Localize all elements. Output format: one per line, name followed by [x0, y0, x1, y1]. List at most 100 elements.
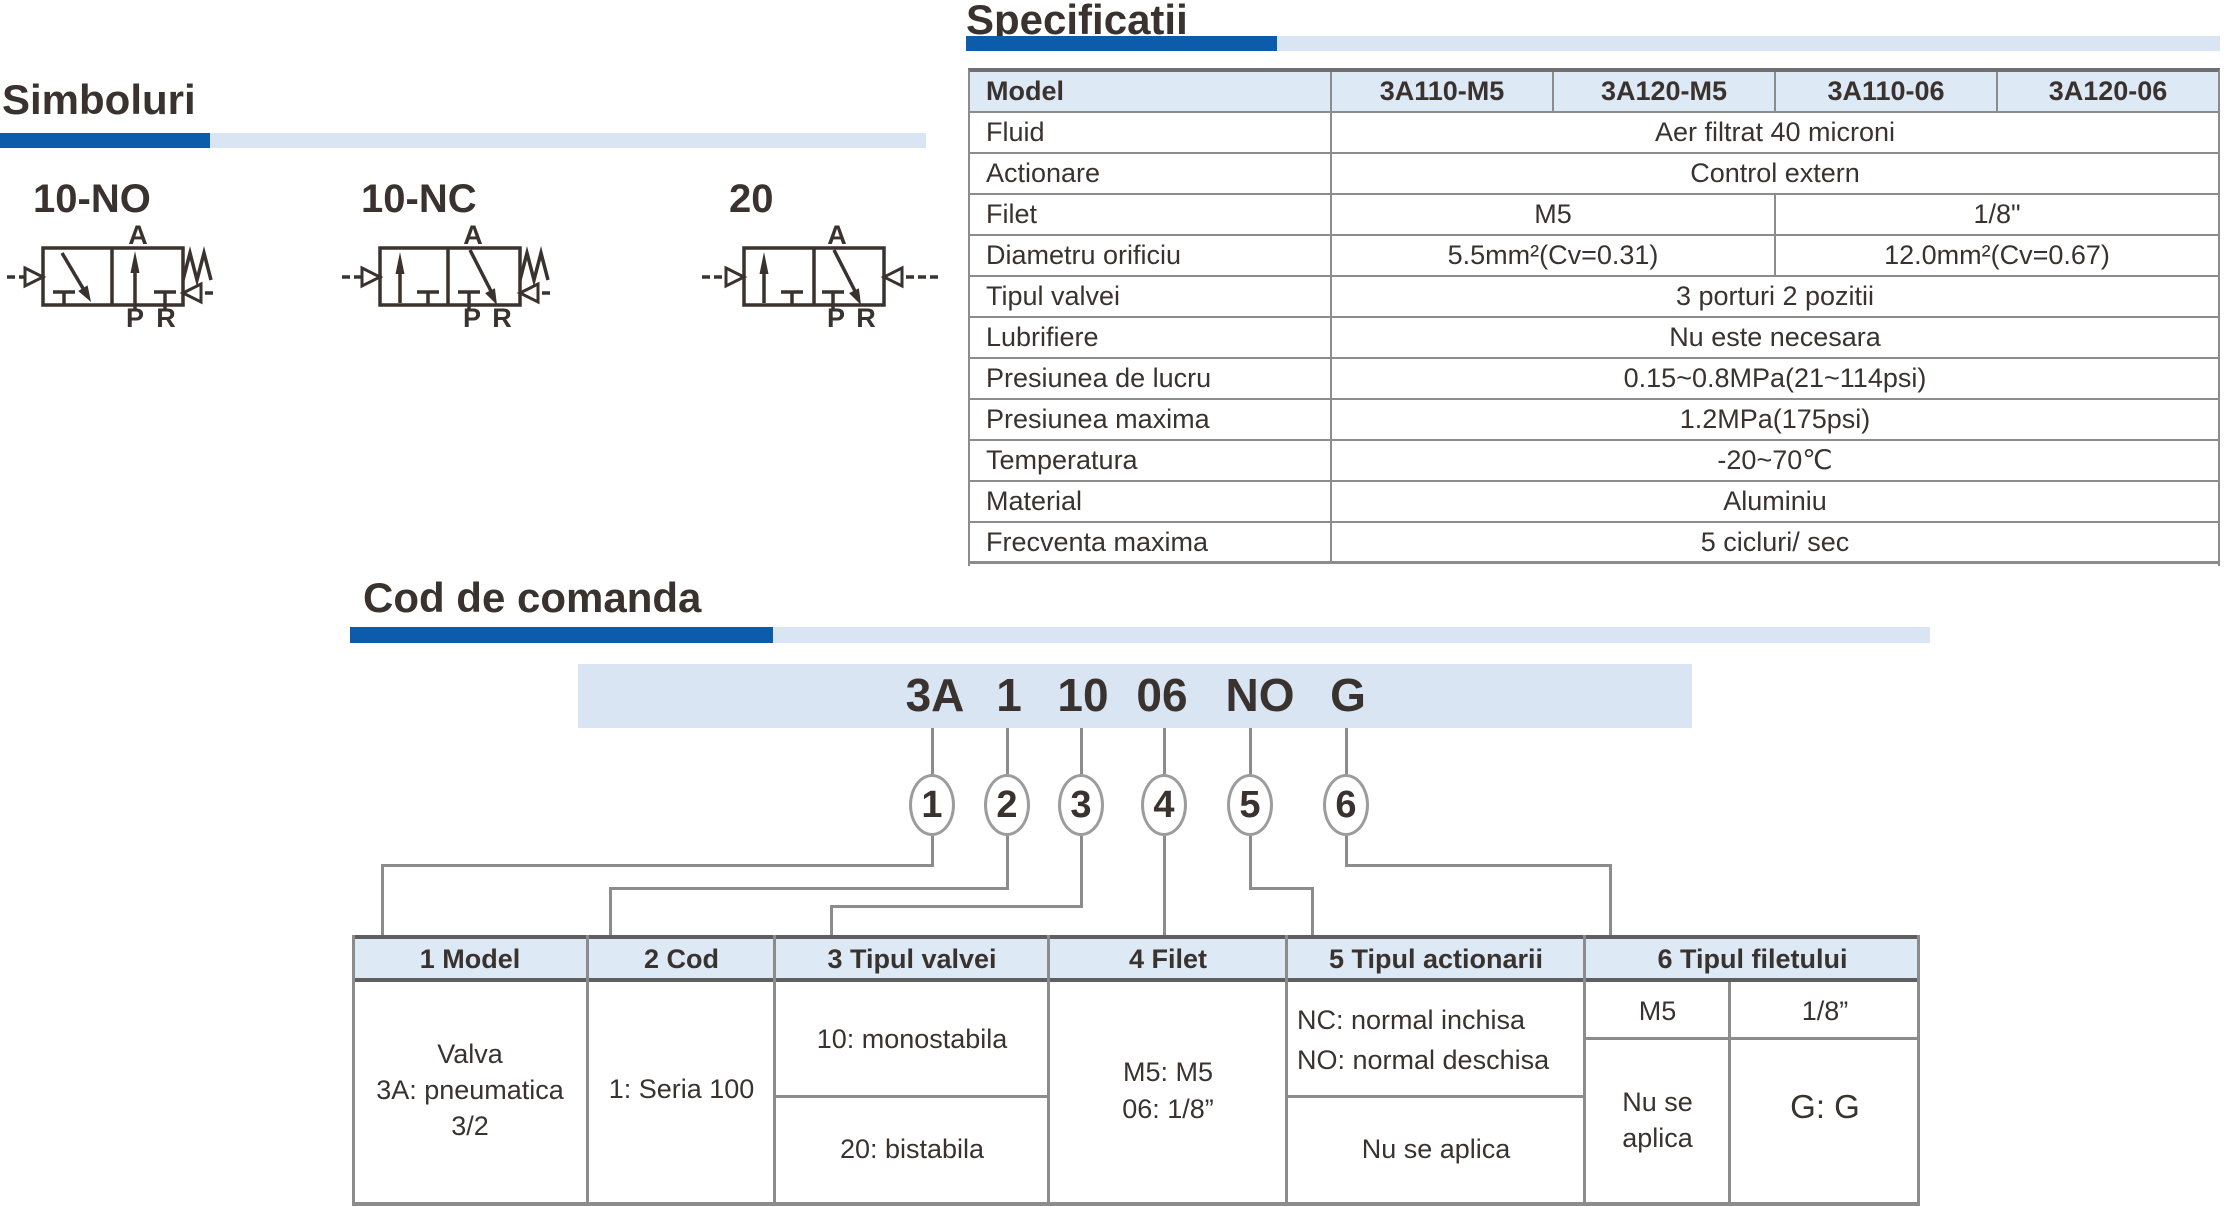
- cell-line: 3A: pneumatica: [376, 1075, 564, 1105]
- valve-symbol-20-icon: A P R: [702, 220, 938, 333]
- order-table-body: Valva 3A: pneumatica 3/2 1: Seria 100 10…: [352, 935, 1920, 1206]
- connector-line: [609, 887, 612, 938]
- connector-line: [1006, 728, 1009, 774]
- order-cell-act-top: NC: normal inchisa NO: normal deschisa: [1287, 1000, 1585, 1080]
- port-a-label: A: [827, 220, 847, 250]
- spec-header-col1: 3A110-M5: [1379, 76, 1505, 106]
- table-row: Temperatura -20~70℃: [970, 441, 2218, 482]
- spec-row-label: Presiunea de lucru: [970, 359, 1332, 398]
- table-row: Tipul valvei 3 porturi 2 pozitii: [970, 277, 2218, 318]
- spec-row-value: 5 cicluri/ sec: [1700, 527, 1850, 557]
- order-code-table: 1 Model 2 Cod 3 Tipul valvei 4 Filet 5 T…: [352, 935, 1920, 1206]
- valve-symbol-10no-icon: A P R: [7, 220, 213, 333]
- spec-row-label: Material: [970, 482, 1332, 521]
- port-p-label: P: [463, 303, 481, 333]
- connector-line: [1249, 728, 1252, 774]
- spec-row-value: M5: [1534, 199, 1572, 229]
- cell-line: 06: 1/8”: [1122, 1094, 1214, 1124]
- spec-row-value: 12.0mm²(Cv=0.67): [1774, 236, 2218, 275]
- order-header-valvei: 3 Tipul valvei: [827, 944, 997, 974]
- port-r-label: R: [156, 303, 176, 333]
- symbol-label-10nc: 10-NC: [361, 177, 477, 221]
- connector-line: [931, 728, 934, 774]
- order-header-filet: 4 Filet: [1128, 944, 1208, 974]
- grid-line: [775, 1095, 1049, 1098]
- step-circle-5: 5: [1227, 774, 1273, 836]
- grid-line: [1285, 935, 1288, 1202]
- order-cell-m5: M5: [1638, 996, 1677, 1026]
- table-row: Diametru orificiu 5.5mm²(Cv=0.31) 12.0mm…: [970, 236, 2218, 277]
- connector-line: [381, 864, 384, 938]
- grid-line: [1728, 982, 1731, 1202]
- connector-line: [931, 836, 934, 867]
- grid-line: [1583, 935, 1586, 1202]
- order-cell-model: Valva 3A: pneumatica 3/2: [352, 1036, 588, 1144]
- code-part-2: 1: [996, 669, 1022, 721]
- grid-line: [1585, 1037, 1920, 1040]
- spec-row-value: -20~70℃: [1717, 445, 1833, 475]
- cell-line: Nu se: [1622, 1087, 1693, 1117]
- cell-line: NO: normal deschisa: [1297, 1045, 1550, 1075]
- connector-line: [1006, 836, 1009, 890]
- spec-row-value: Control extern: [1690, 158, 1860, 188]
- code-part-5: NO: [1225, 669, 1295, 721]
- connector-line: [1345, 728, 1348, 774]
- spec-row-label: Actionare: [970, 154, 1332, 193]
- section-title-cod-de-comanda: Cod de comanda: [363, 574, 702, 621]
- spec-header-col4: 3A120-06: [1996, 72, 2218, 111]
- spec-row-value: 0.15~0.8MPa(21~114psi): [1623, 363, 1927, 393]
- order-header-filetului: 6 Tipul filetului: [1657, 944, 1848, 974]
- spec-row-label: Diametru orificiu: [970, 236, 1332, 275]
- cell-line: aplica: [1622, 1123, 1693, 1153]
- symbol-label-10no: 10-NO: [33, 177, 151, 221]
- port-a-label: A: [463, 220, 483, 250]
- spec-header-model: Model: [970, 72, 1332, 111]
- connector-line: [1609, 864, 1612, 938]
- port-a-label: A: [128, 220, 148, 250]
- order-cell-gg: G: G: [1790, 1088, 1860, 1125]
- spec-table-header-row: Model 3A110-M5 3A120-M5 3A110-06 3A120-0…: [970, 72, 2218, 113]
- table-row: Material Aluminiu: [970, 482, 2218, 523]
- port-r-label: R: [856, 303, 876, 333]
- spec-row-value: Nu este necesara: [1669, 322, 1881, 352]
- spec-row-label: Filet: [970, 195, 1332, 234]
- port-r-label: R: [492, 303, 512, 333]
- connector-line: [1080, 728, 1083, 774]
- spec-row-label: Presiunea maxima: [970, 400, 1332, 439]
- table-row: Actionare Control extern: [970, 154, 2218, 195]
- order-cell-valve-top: 10: monostabila: [816, 1024, 1008, 1054]
- title-underline-bar: [966, 36, 2220, 51]
- table-row: Presiunea maxima 1.2MPa(175psi): [970, 400, 2218, 441]
- connector-line: [1163, 728, 1166, 774]
- connector-line: [1249, 887, 1314, 890]
- grid-line: [773, 935, 776, 1202]
- spec-row-label: Lubrifiere: [970, 318, 1332, 357]
- connector-line: [1311, 887, 1314, 938]
- spec-row-label: Temperatura: [970, 441, 1332, 480]
- order-header-cod: 2 Cod: [643, 944, 719, 974]
- spec-row-value: Aluminiu: [1723, 486, 1827, 516]
- title-underline-bar: [350, 627, 1930, 643]
- spec-row-value: 5.5mm²(Cv=0.31): [1447, 240, 1659, 270]
- cell-line: NC: normal inchisa: [1297, 1005, 1526, 1035]
- code-part-3: 10: [1057, 669, 1109, 721]
- title-underline-bar: [0, 133, 926, 148]
- connector-line: [1345, 836, 1348, 867]
- table-row: Lubrifiere Nu este necesara: [970, 318, 2218, 359]
- grid-line: [586, 935, 589, 1202]
- table-row: Filet M5 1/8": [970, 195, 2218, 236]
- order-cell-filet: M5: M5 06: 1/8”: [1049, 1054, 1287, 1128]
- connector-line: [830, 905, 833, 938]
- cell-line: 3/2: [451, 1111, 489, 1141]
- order-header-actionarii: 5 Tipul actionarii: [1328, 944, 1544, 974]
- grid-line: [352, 935, 355, 1202]
- cell-line: Valva: [437, 1039, 503, 1069]
- step-circle-6: 6: [1323, 774, 1369, 836]
- code-part-4: 06: [1136, 669, 1188, 721]
- step-circle-1: 1: [909, 774, 955, 836]
- order-cell-valve-bottom: 20: bistabila: [839, 1134, 985, 1164]
- section-title-specificatii: Specificatii: [966, 0, 1188, 43]
- code-part-6: G: [1330, 669, 1366, 721]
- step-circle-2: 2: [984, 774, 1030, 836]
